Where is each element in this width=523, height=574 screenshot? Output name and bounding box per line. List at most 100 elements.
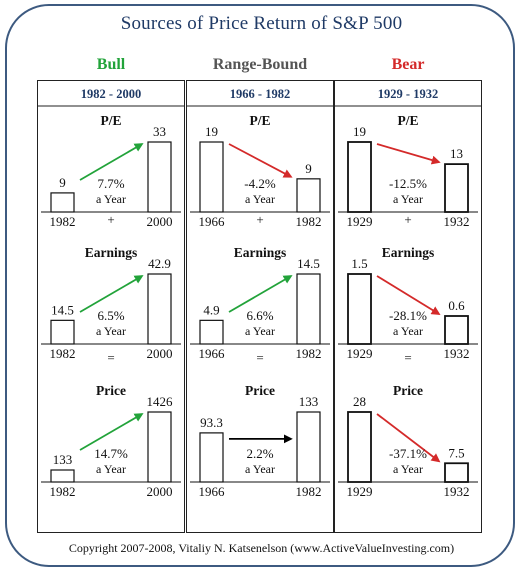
value-end: 42.9 xyxy=(148,256,171,271)
value-end: 13 xyxy=(450,146,463,161)
rate-suffix: a Year xyxy=(393,324,423,338)
value-start: 4.9 xyxy=(203,302,219,317)
year-start: 1982 xyxy=(50,214,76,229)
operator-symbol: = xyxy=(107,350,114,365)
trend-arrow xyxy=(376,275,441,315)
copyright-text: Copyright 2007-2008, Vitaliy N. Katsenel… xyxy=(68,541,455,555)
year-start: 1929 xyxy=(347,484,373,499)
value-start: 28 xyxy=(353,394,366,409)
year-start: 1982 xyxy=(50,484,76,499)
section-label-pe: P/E xyxy=(397,113,418,128)
section-label-earnings: Earnings xyxy=(85,245,138,260)
section-label-pe: P/E xyxy=(249,113,270,128)
trend-arrow xyxy=(228,143,293,178)
year-start: 1966 xyxy=(199,346,226,361)
bar-end xyxy=(296,411,321,483)
bar-end xyxy=(296,273,321,345)
rate-suffix: a Year xyxy=(245,192,275,206)
rate-suffix: a Year xyxy=(96,192,126,206)
bar-start xyxy=(347,141,372,213)
bar-start xyxy=(199,319,224,345)
operator-symbol: = xyxy=(404,350,411,365)
value-end: 133 xyxy=(299,394,319,409)
trend-arrow xyxy=(79,413,144,451)
value-start: 19 xyxy=(205,124,218,139)
year-end: 1982 xyxy=(296,214,322,229)
bar-start xyxy=(347,411,372,483)
operator-symbol: + xyxy=(107,212,114,227)
section-label-price: Price xyxy=(245,383,275,398)
year-end: 1982 xyxy=(296,484,322,499)
year-end: 2000 xyxy=(147,484,173,499)
year-start: 1929 xyxy=(347,214,373,229)
bar-start xyxy=(50,469,75,483)
column-heading-range-bound: Range-Bound xyxy=(212,56,308,73)
value-start: 9 xyxy=(59,175,66,190)
bar-end xyxy=(444,462,469,483)
bar-end xyxy=(444,315,469,345)
value-end: 7.5 xyxy=(448,445,464,460)
year-end: 2000 xyxy=(147,214,173,229)
value-end: 14.5 xyxy=(297,256,320,271)
year-end: 2000 xyxy=(147,346,173,361)
operator-symbol: + xyxy=(256,212,263,227)
section-label-price: Price xyxy=(393,383,423,398)
column-heading-bear: Bear xyxy=(391,56,425,73)
year-start: 1929 xyxy=(347,346,373,361)
section-label-earnings: Earnings xyxy=(382,245,435,260)
period-label: 1929 - 1932 xyxy=(378,87,438,101)
year-end: 1932 xyxy=(444,346,470,361)
panel-bull xyxy=(37,80,185,533)
rate-label: -12.5% xyxy=(389,176,427,191)
rate-suffix: a Year xyxy=(96,324,126,338)
value-start: 19 xyxy=(353,124,366,139)
bar-end xyxy=(296,178,321,213)
rate-suffix: a Year xyxy=(393,462,423,476)
year-end: 1982 xyxy=(296,346,322,361)
value-end: 0.6 xyxy=(448,298,465,313)
rate-label: 6.5% xyxy=(97,308,124,323)
value-start: 93.3 xyxy=(200,415,223,430)
operator-symbol: + xyxy=(404,212,411,227)
trend-arrow xyxy=(228,275,293,313)
value-start: 1.5 xyxy=(351,256,367,271)
section-label-price: Price xyxy=(96,383,126,398)
trend-arrow xyxy=(79,143,144,181)
diagram-title: Sources of Price Return of S&P 500 xyxy=(120,13,403,34)
rate-label: -28.1% xyxy=(389,308,427,323)
column-heading-bull: Bull xyxy=(96,56,126,73)
period-label: 1966 - 1982 xyxy=(230,87,290,101)
rate-label: 2.2% xyxy=(246,446,273,461)
bar-start xyxy=(347,273,372,345)
rate-label: -37.1% xyxy=(389,446,427,461)
panel-range-bound xyxy=(186,80,334,533)
bar-end xyxy=(147,141,172,213)
year-start: 1982 xyxy=(50,346,76,361)
year-end: 1932 xyxy=(444,214,470,229)
trend-arrow xyxy=(376,143,441,165)
operator-symbol: = xyxy=(256,350,263,365)
rate-suffix: a Year xyxy=(245,462,275,476)
rate-suffix: a Year xyxy=(245,324,275,338)
rate-label: 14.7% xyxy=(94,446,128,461)
panel-bear xyxy=(334,80,482,533)
bar-start xyxy=(50,192,75,213)
value-end: 9 xyxy=(305,161,312,176)
value-end: 1426 xyxy=(147,394,174,409)
year-start: 1966 xyxy=(199,484,226,499)
year-end: 1932 xyxy=(444,484,470,499)
rate-label: 6.6% xyxy=(246,308,273,323)
bar-start xyxy=(199,432,224,483)
value-end: 33 xyxy=(153,124,166,139)
outer-frame xyxy=(5,4,515,567)
period-label: 1982 - 2000 xyxy=(81,87,141,101)
rate-suffix: a Year xyxy=(96,462,126,476)
bar-start xyxy=(199,141,224,213)
bar-end xyxy=(147,273,172,345)
bar-end xyxy=(147,411,172,483)
value-start: 133 xyxy=(53,452,73,467)
rate-label: -4.2% xyxy=(244,176,276,191)
bar-end xyxy=(444,163,469,213)
trend-arrow xyxy=(79,275,144,313)
